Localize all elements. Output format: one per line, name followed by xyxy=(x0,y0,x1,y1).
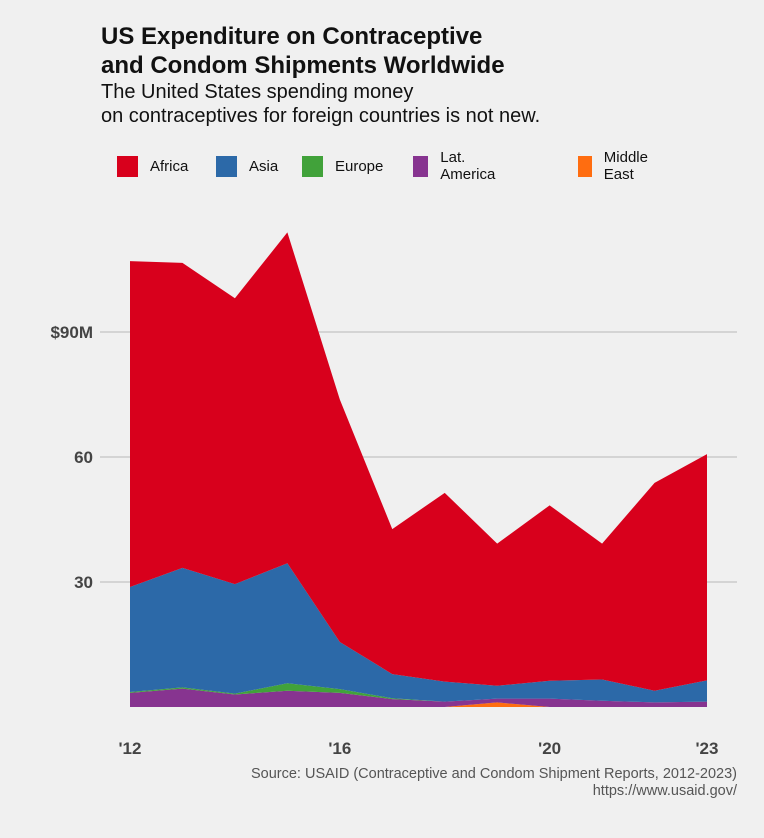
legend-label: Europe xyxy=(335,157,384,175)
legend-item: Africa xyxy=(117,155,188,177)
source-note: Source: USAID (Contraceptive and Condom … xyxy=(251,766,737,800)
area-africa xyxy=(130,232,707,691)
source-url: https://www.usaid.gov/ xyxy=(592,783,737,799)
legend-item: Middle East xyxy=(578,149,655,183)
area-asia xyxy=(130,563,707,703)
area-lat-america xyxy=(130,688,707,707)
legend-swatch xyxy=(578,155,592,177)
legend-label: Middle East xyxy=(603,149,648,183)
subtitle-line: on contraceptives for foreign countries … xyxy=(101,105,541,127)
x-tick-label: '12 xyxy=(119,739,142,758)
y-tick-label: $90M xyxy=(50,323,93,342)
source-line: Source: USAID (Contraceptive and Condom … xyxy=(250,766,737,782)
title-line: US Expenditure on Contraceptive xyxy=(101,23,483,50)
legend-swatch xyxy=(216,155,237,177)
x-tick-label: '16 xyxy=(328,739,351,758)
legend-item: Lat. America xyxy=(413,149,501,183)
legend-label: Asia xyxy=(249,157,279,175)
title-line: and Condom Shipments Worldwide xyxy=(101,52,505,79)
y-tick-label: 60 xyxy=(74,448,93,467)
chart-subtitle: The United States spending money on cont… xyxy=(101,80,661,128)
subtitle-line: The United States spending money xyxy=(101,81,414,103)
x-tick-label: '20 xyxy=(538,739,561,758)
legend-item: Asia xyxy=(216,155,278,177)
area-europe xyxy=(130,683,707,703)
y-tick-label: 30 xyxy=(74,573,93,592)
x-tick-label: '23 xyxy=(696,739,719,758)
legend-swatch xyxy=(302,155,323,177)
legend-item: Europe xyxy=(302,155,383,177)
legend-label: Lat. America xyxy=(440,149,496,183)
legend-swatch xyxy=(413,155,429,177)
legend-label: Africa xyxy=(150,157,189,175)
chart-title: US Expenditure on Contraceptive and Cond… xyxy=(101,22,661,80)
legend-swatch xyxy=(117,155,138,177)
